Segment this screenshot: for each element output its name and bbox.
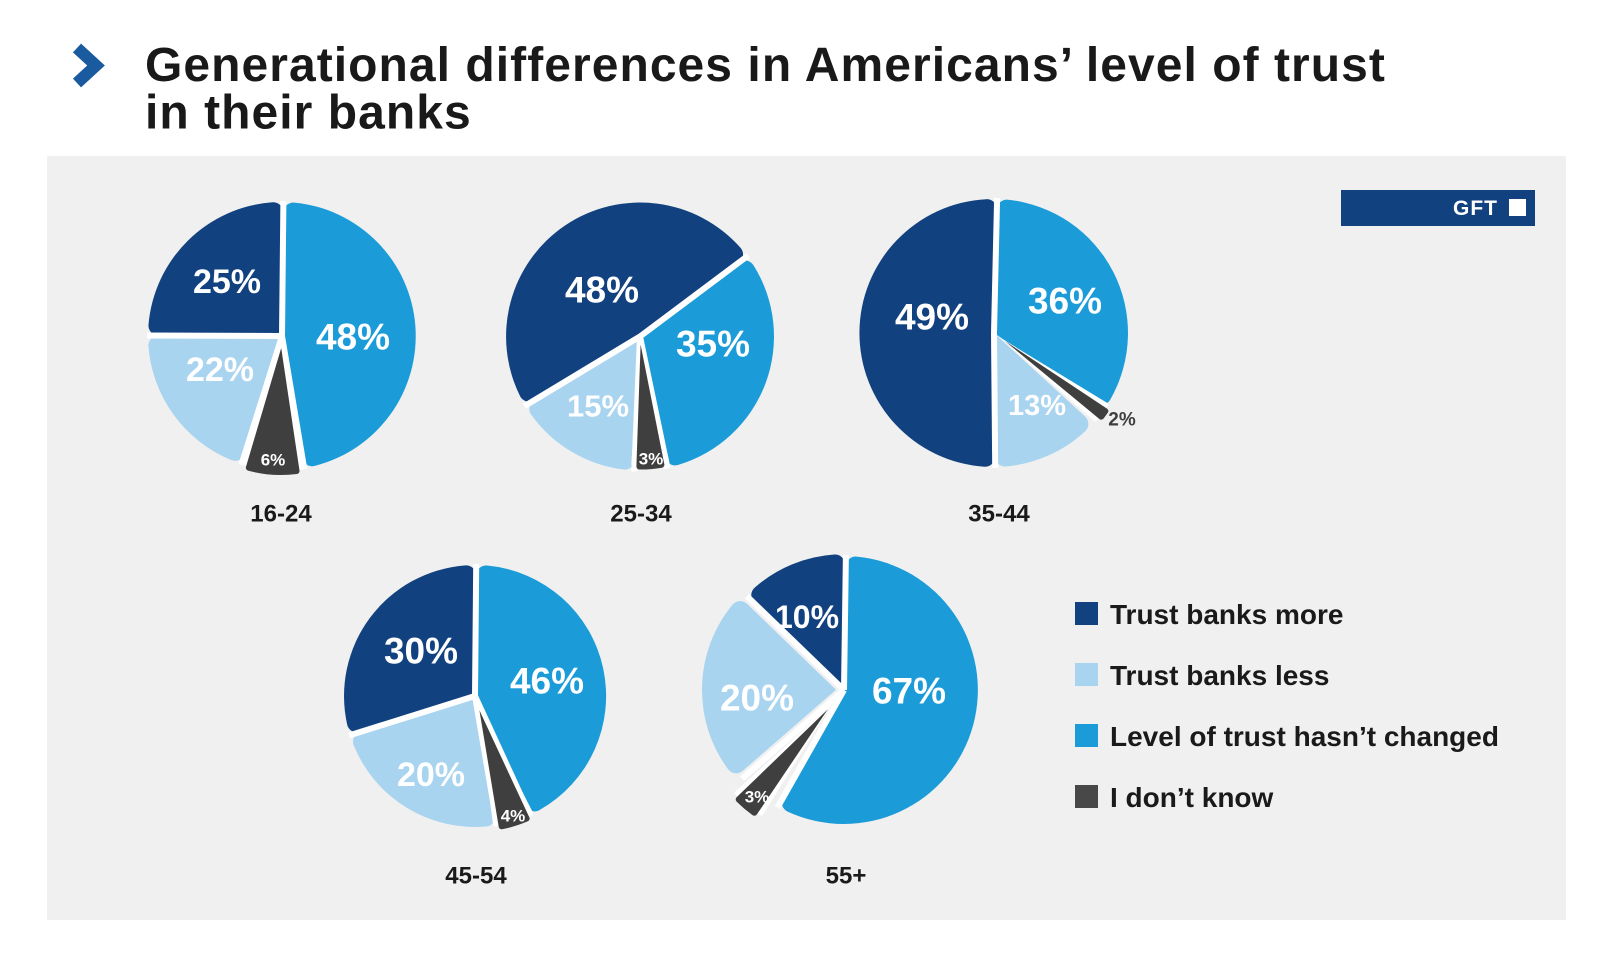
svg-text:30%: 30% [384, 631, 458, 672]
svg-text:Trust banks more: Trust banks more [1110, 599, 1343, 630]
svg-text:2%: 2% [1108, 410, 1136, 431]
svg-text:3%: 3% [639, 450, 664, 469]
svg-text:15%: 15% [567, 389, 629, 424]
svg-text:3%: 3% [745, 788, 770, 807]
svg-text:22%: 22% [186, 351, 254, 389]
svg-text:25-34: 25-34 [610, 501, 672, 528]
svg-text:36%: 36% [1028, 281, 1102, 322]
svg-text:48%: 48% [565, 270, 639, 311]
svg-text:46%: 46% [510, 661, 584, 702]
svg-text:35%: 35% [676, 324, 750, 365]
svg-text:4%: 4% [501, 807, 526, 826]
svg-text:10%: 10% [775, 599, 839, 635]
svg-text:48%: 48% [316, 317, 390, 358]
svg-text:67%: 67% [872, 671, 946, 712]
svg-text:in their banks: in their banks [145, 87, 472, 140]
svg-text:Trust banks less: Trust banks less [1110, 660, 1329, 691]
svg-text:55+: 55+ [826, 863, 867, 890]
svg-text:Level of trust hasn’t changed: Level of trust hasn’t changed [1110, 721, 1499, 752]
svg-text:20%: 20% [720, 678, 794, 719]
svg-text:13%: 13% [1008, 390, 1066, 422]
svg-text:16-24: 16-24 [250, 501, 312, 528]
svg-text:45-54: 45-54 [445, 863, 507, 890]
svg-text:I don’t know: I don’t know [1110, 782, 1274, 813]
svg-text:Generational differences in Am: Generational differences in Americans’ l… [145, 39, 1386, 92]
svg-text:49%: 49% [895, 297, 969, 338]
svg-text:25%: 25% [193, 263, 261, 301]
svg-text:6%: 6% [261, 451, 286, 470]
svg-text:35-44: 35-44 [968, 501, 1030, 528]
svg-text:GFT: GFT [1453, 197, 1498, 220]
svg-text:20%: 20% [397, 756, 465, 794]
